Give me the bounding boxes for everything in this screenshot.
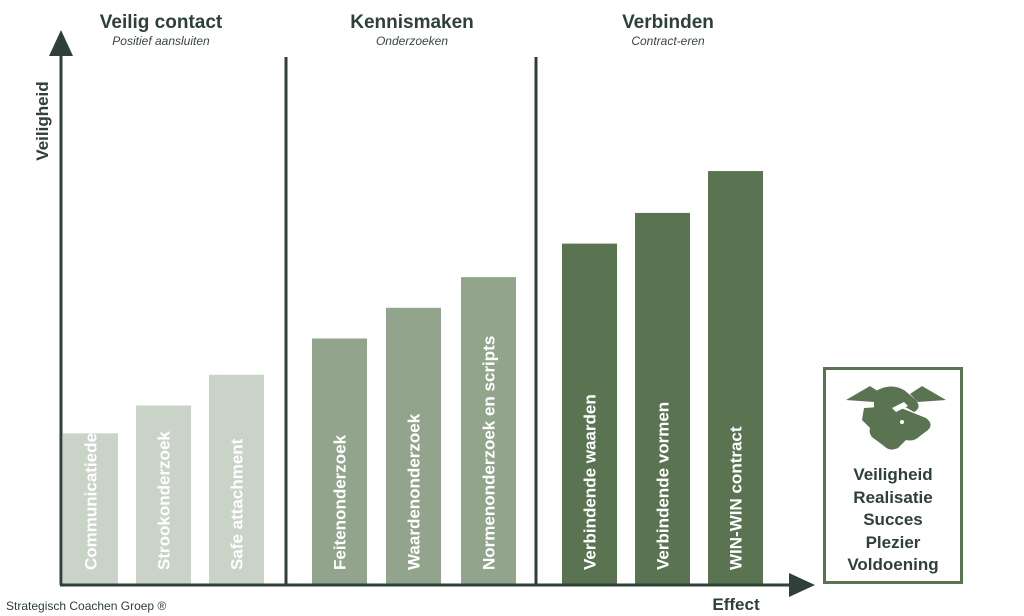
bar-communicatiedeuren — [63, 433, 118, 584]
bar-label: Waardenonderzoek — [405, 413, 424, 570]
y-axis-label: Veiligheid — [33, 81, 52, 160]
bar-verbindende-vormen — [635, 212, 690, 584]
bar-label: WIN-WIN contract — [727, 426, 746, 570]
phase-title-veilig-contact: Veilig contact — [100, 12, 223, 33]
y-axis-arrow — [49, 30, 73, 56]
bar-waardenonderzoek — [386, 307, 441, 584]
bar-label: Verbindende waarden — [581, 394, 600, 570]
result-item: Plezier — [865, 532, 921, 552]
bar-label: Safe attachment — [228, 438, 247, 570]
handshake-icon — [846, 386, 946, 450]
footer-credit: Strategisch Coachen Groep ® — [6, 599, 166, 613]
phase-title-verbinden: Verbinden — [622, 12, 714, 33]
result-item: Voldoening — [847, 555, 939, 574]
bars — [63, 171, 763, 584]
x-axis-arrow — [789, 573, 815, 597]
bar-normenonderzoek-en-scripts — [461, 277, 516, 584]
result-list: Veiligheid Realisatie Succes Plezier Voldoen… — [826, 464, 960, 577]
bar-label: Feitenonderzoek — [331, 434, 350, 570]
bar-label: Communicatiedeuren — [82, 396, 101, 570]
bar-label: Normenonderzoek en scripts — [480, 336, 499, 570]
phase-subtitle-kennismaken: Onderzoeken — [376, 34, 448, 48]
phase-title-kennismaken: Kennismaken — [350, 12, 474, 33]
phase-subtitle-veilig-contact: Positief aansluiten — [112, 34, 210, 48]
bar-strookonderzoek — [136, 405, 191, 584]
bar-label: Strookonderzoek — [155, 431, 174, 570]
bar-verbindende-waarden — [562, 243, 617, 584]
bar-feitenonderzoek — [312, 338, 367, 584]
result-item: Succes — [863, 510, 923, 529]
bar-label: Verbindende vormen — [654, 402, 673, 570]
x-axis-label: Effect — [712, 595, 760, 614]
bar-labels: Communicatiedeuren Strookonderzoek Safe at… — [82, 336, 746, 570]
bar-safe-attachment — [209, 374, 264, 584]
result-box: Veiligheid Realisatie Succes Plezier Voldoen… — [823, 367, 963, 584]
result-item: Realisatie — [853, 487, 933, 507]
result-item: Veiligheid — [853, 465, 933, 484]
bar-win-win-contract — [708, 171, 763, 584]
phase-subtitle-verbinden: Contract-eren — [631, 34, 705, 48]
